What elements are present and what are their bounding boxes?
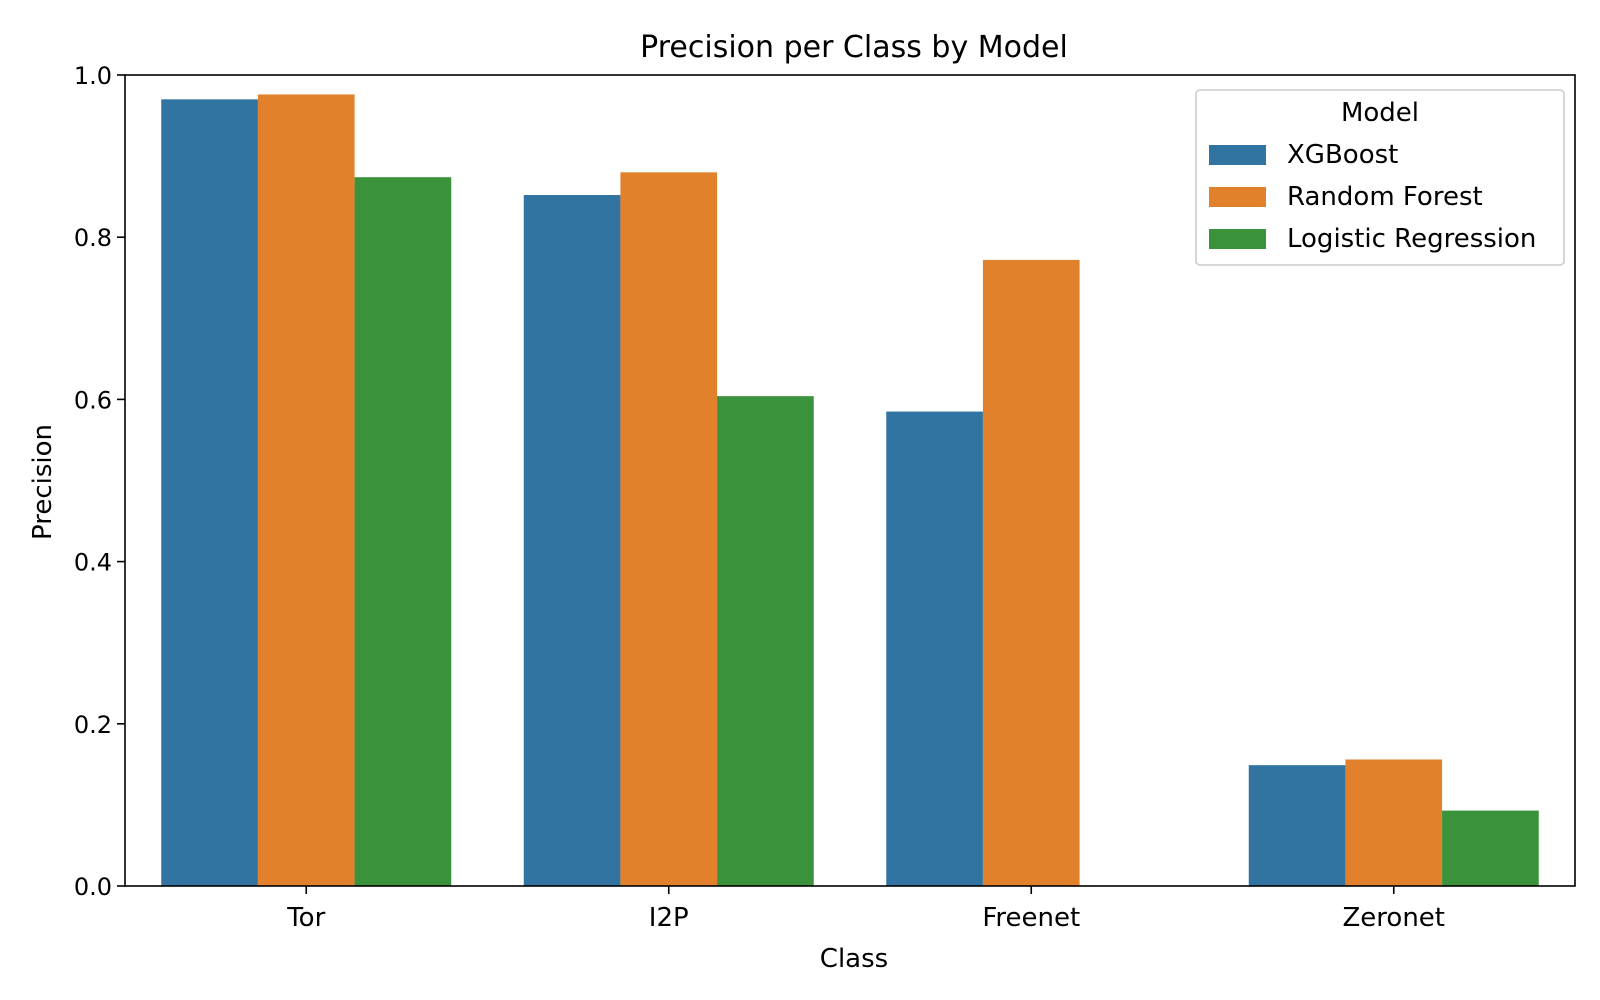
y-tick-label: 0.0 [74,873,112,901]
bar-freenet-random-forest [982,259,1080,886]
y-axis-label: Precision [28,424,58,540]
bar-freenet-xgboost [886,411,983,886]
bar-i2p-xgboost [523,195,621,886]
legend-title: Model [1341,98,1419,128]
chart-title: Precision per Class by Model [640,30,1068,65]
bar-tor-random-forest [257,94,355,886]
y-tick-label: 0.8 [74,224,112,252]
bar-zeronet-random-forest [1345,759,1443,886]
y-tick-label: 1.0 [74,62,112,90]
x-tick-label: Zeronet [1342,903,1445,933]
x-tick-label: I2P [649,903,689,933]
legend-swatch-random-forest [1209,187,1266,207]
bar-i2p-logistic-regression [717,396,814,886]
legend-swatch-logistic-regression [1209,229,1266,249]
legend-label: Random Forest [1287,182,1483,212]
legend-box [1195,89,1565,266]
bar-zeronet-xgboost [1248,765,1346,886]
x-tick-label: Tor [286,903,325,933]
bar-zeronet-logistic-regression [1442,810,1539,886]
bar-i2p-random-forest [620,172,718,886]
y-tick-label: 0.4 [74,549,112,577]
x-tick-label: Freenet [982,903,1080,933]
x-axis: Tor I2P Freenet Zeronet [286,886,1445,933]
legend-label: Logistic Regression [1287,224,1536,254]
legend: Model XGBoost Random Forest Logistic Regre… [1195,89,1565,266]
x-axis-label: Class [820,944,888,974]
bar-tor-xgboost [161,99,258,886]
legend-label: XGBoost [1287,140,1398,170]
plot-frame [124,74,1576,887]
y-axis: 0.0 0.2 0.4 0.6 0.8 1.0 [74,62,125,901]
y-tick-label: 0.2 [74,711,112,739]
bar-tor-logistic-regression [354,177,452,886]
bars-layer [161,94,1539,886]
legend-swatch-xgboost [1209,145,1266,165]
y-tick-label: 0.6 [74,386,112,414]
